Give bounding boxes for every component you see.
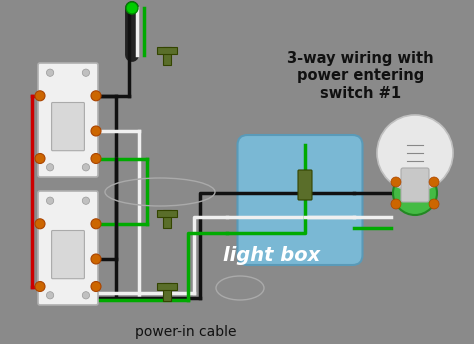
FancyBboxPatch shape [52, 103, 84, 151]
Circle shape [91, 153, 101, 163]
Circle shape [126, 2, 138, 14]
Circle shape [391, 199, 401, 209]
Text: 3-way wiring with
power entering
switch #1: 3-way wiring with power entering switch … [287, 51, 434, 100]
Circle shape [82, 164, 90, 171]
Circle shape [46, 69, 54, 76]
FancyBboxPatch shape [163, 283, 171, 301]
Circle shape [46, 197, 54, 204]
FancyBboxPatch shape [157, 283, 177, 290]
Circle shape [82, 69, 90, 76]
Text: power-in cable: power-in cable [135, 325, 237, 339]
Circle shape [82, 197, 90, 204]
Circle shape [35, 91, 45, 101]
Circle shape [46, 292, 54, 299]
Circle shape [429, 177, 439, 187]
FancyBboxPatch shape [298, 170, 312, 200]
Circle shape [391, 177, 401, 187]
FancyBboxPatch shape [52, 230, 84, 279]
Circle shape [91, 281, 101, 291]
Circle shape [91, 126, 101, 136]
Circle shape [46, 164, 54, 171]
Circle shape [91, 219, 101, 229]
FancyBboxPatch shape [163, 47, 171, 65]
Circle shape [393, 171, 437, 215]
Circle shape [91, 254, 101, 264]
FancyBboxPatch shape [157, 210, 177, 217]
Circle shape [35, 219, 45, 229]
FancyBboxPatch shape [163, 210, 171, 228]
Circle shape [377, 115, 453, 191]
Circle shape [429, 199, 439, 209]
FancyBboxPatch shape [38, 191, 98, 305]
Circle shape [91, 91, 101, 101]
Circle shape [35, 281, 45, 291]
FancyBboxPatch shape [38, 63, 98, 177]
Text: light box: light box [223, 246, 320, 265]
FancyBboxPatch shape [157, 47, 177, 54]
FancyBboxPatch shape [237, 135, 363, 265]
Circle shape [82, 292, 90, 299]
Circle shape [35, 153, 45, 163]
FancyBboxPatch shape [401, 168, 429, 202]
